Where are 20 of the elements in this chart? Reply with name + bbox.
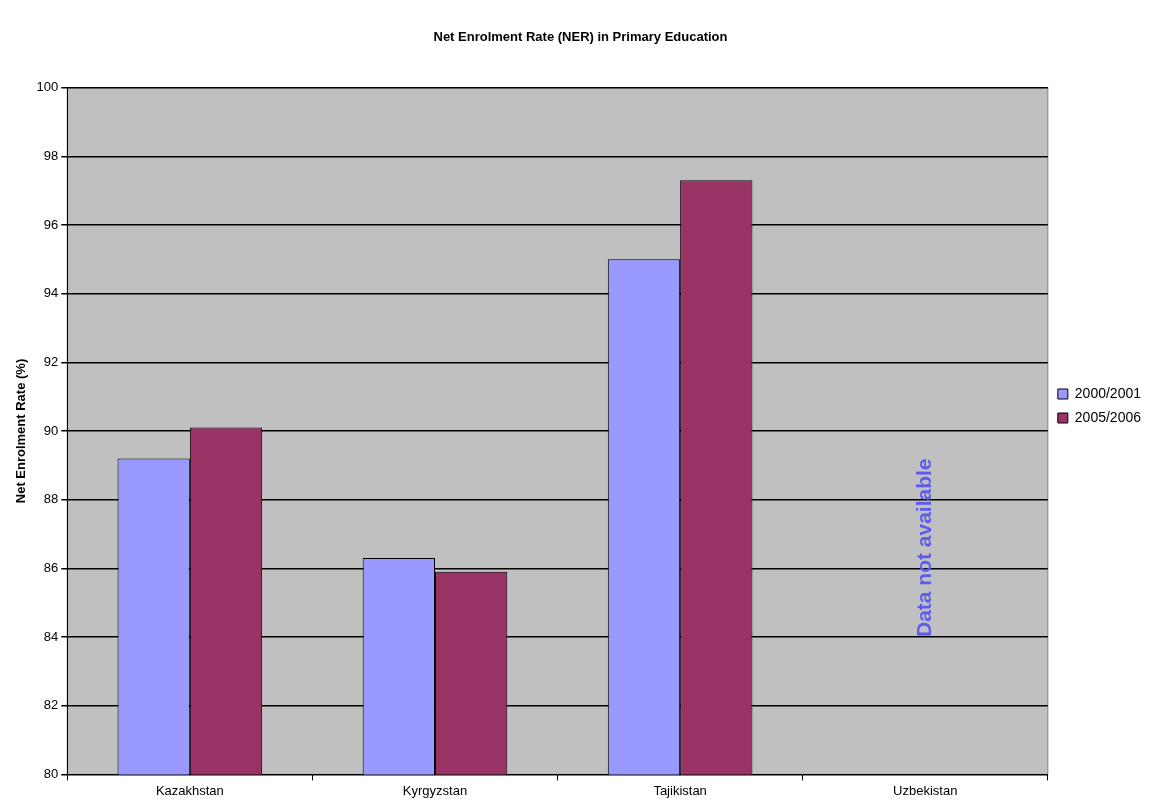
legend-label: 2005/2006: [1074, 408, 1142, 425]
y-tick-label: 90: [43, 422, 59, 438]
y-tick-label: 86: [43, 559, 59, 575]
chart-title: Net Enrolment Rate (NER) in Primary Education: [433, 29, 728, 45]
y-tick-label: 96: [43, 216, 59, 232]
y-tick-label: 84: [43, 628, 59, 644]
x-tick-label: Tajikistan: [653, 782, 707, 798]
y-axis-title: Net Enrolment Rate (%): [13, 358, 29, 504]
annotation: Data not available: [912, 458, 936, 638]
y-tick-label: 98: [43, 147, 59, 163]
y-tick-label: 82: [43, 697, 59, 713]
x-tick-label: Uzbekistan: [893, 782, 958, 798]
y-tick-label: 88: [43, 491, 59, 507]
legend-label: 2000/2001: [1074, 384, 1142, 401]
y-tick-label: 94: [43, 285, 59, 301]
y-tick-label: 92: [43, 353, 59, 369]
y-tick-label: 80: [43, 765, 59, 781]
x-tick-label: Kyrgyzstan: [402, 782, 468, 798]
y-tick-label: 100: [36, 79, 59, 95]
x-tick-label: Kazakhstan: [155, 782, 224, 798]
